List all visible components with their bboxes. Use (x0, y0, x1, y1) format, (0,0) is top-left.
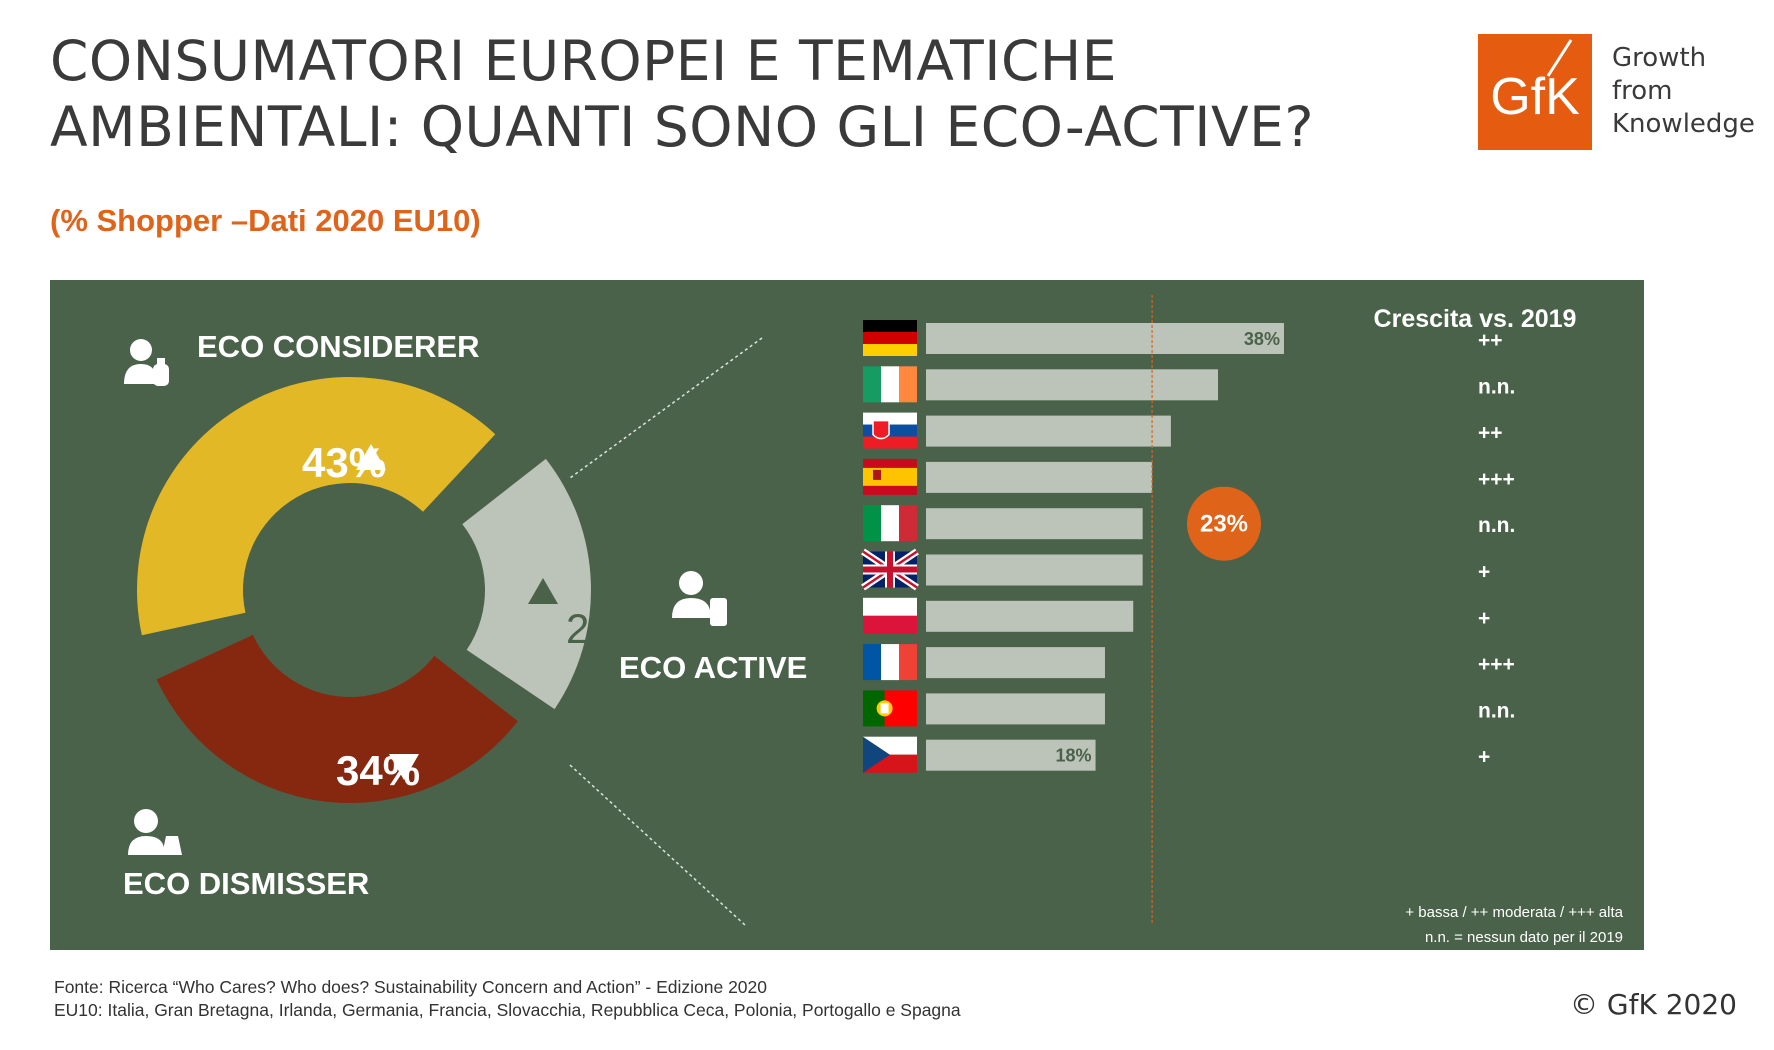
flag-repubblica-ceca (863, 736, 917, 773)
flag-polonia (863, 597, 917, 634)
bar-italia (926, 508, 1143, 540)
flag-irlanda (863, 366, 917, 403)
active-trend-up-icon (528, 578, 558, 604)
chart-svg: 43% 34% 24% ECO CONSIDERER ECO DISMISSER… (123, 295, 1624, 946)
considerer-label: ECO CONSIDERER (197, 329, 479, 364)
logo-text: GfK (1490, 68, 1580, 126)
considerer-trend-up-icon (356, 444, 386, 470)
flag-slovacchia (863, 412, 917, 449)
bar-francia (926, 647, 1105, 679)
bar-label-germania: 38% (1244, 329, 1280, 349)
tagline-line-1: Growth (1612, 43, 1707, 73)
title-line-2: AMBIENTALI: QUANTI SONO GLI ECO-ACTIVE? (50, 95, 1315, 159)
growth-irlanda: n.n. (1478, 375, 1515, 398)
growth-spagna: +++ (1478, 468, 1515, 491)
bar-spagna (926, 461, 1153, 493)
page-subtitle: (% Shopper –Dati 2020 EU10) (50, 203, 481, 238)
growth-column: ++n.n.+++++n.n.+++++n.n.+ (1478, 329, 1515, 769)
growth-italia: n.n. (1478, 514, 1515, 537)
active-label: ECO ACTIVE (619, 650, 807, 685)
connector-bottom (569, 764, 746, 926)
flag-portogallo (863, 690, 917, 727)
donut-chart (137, 377, 591, 804)
growth-polonia: + (1478, 607, 1490, 630)
donut-segment-eco-active (462, 458, 591, 710)
growth-legend-line-1: + bassa / ++ moderata / +++ alta (1405, 904, 1623, 921)
flag-italia (863, 505, 917, 542)
bar-polonia (926, 600, 1134, 632)
page-title: CONSUMATORI EUROPEI E TEMATICHE AMBIENTA… (50, 28, 1430, 160)
country-bar-chart: 38% 18% (861, 320, 1284, 773)
source-note: Fonte: Ricerca “Who Cares? Who does? Sus… (54, 976, 961, 1022)
person-bottle-icon (124, 339, 169, 386)
italy-highlight-circle (1187, 486, 1261, 561)
flag-spagna (863, 458, 917, 495)
flag-gran-bretagna (861, 548, 919, 591)
bar-irlanda (926, 369, 1219, 401)
source-line-1: Fonte: Ricerca “Who Cares? Who does? Sus… (54, 977, 768, 997)
copyright: © GfK 2020 (1570, 988, 1737, 1021)
italy-highlight-label: 23% (1200, 511, 1248, 538)
connector-top (569, 337, 763, 479)
growth-francia: +++ (1478, 653, 1515, 676)
bar-portogallo (926, 693, 1105, 725)
flag-germania (863, 320, 917, 356)
growth-header: Crescita vs. 2019 (1374, 305, 1577, 333)
tagline-line-2: from (1612, 76, 1673, 106)
growth-gran-bretagna: + (1478, 561, 1490, 584)
donut-segment-eco-considerer (137, 377, 496, 636)
donut-segment-eco-dismisser (156, 634, 518, 804)
bar-gran-bretagna (926, 554, 1143, 586)
growth-germania: ++ (1478, 329, 1503, 352)
growth-legend-line-2: n.n. = nessun dato per il 2019 (1425, 929, 1623, 946)
bar-germania (926, 323, 1284, 354)
chart-panel: 43% 34% 24% ECO CONSIDERER ECO DISMISSER… (50, 280, 1644, 950)
bar-repubblica-ceca (926, 739, 1096, 771)
person-phone-icon (672, 571, 727, 626)
gfk-logo: GfK (1478, 34, 1592, 150)
tagline-line-3: Knowledge (1612, 109, 1755, 139)
person-bag-icon (128, 809, 182, 855)
dismisser-label: ECO DISMISSER (123, 866, 369, 901)
dismisser-trend-down-icon (389, 754, 419, 780)
title-line-1: CONSUMATORI EUROPEI E TEMATICHE (50, 29, 1117, 93)
logo-tagline: Growth from Knowledge (1612, 42, 1755, 141)
source-line-2: EU10: Italia, Gran Bretagna, Irlanda, Ge… (54, 1000, 961, 1020)
growth-repubblica-ceca: + (1478, 746, 1490, 769)
flag-francia (863, 644, 917, 681)
bar-label-repubblica-ceca: 18% (1056, 746, 1092, 766)
growth-slovacchia: ++ (1478, 422, 1503, 445)
active-value: 24% (566, 605, 650, 652)
bar-slovacchia (926, 415, 1171, 447)
growth-portogallo: n.n. (1478, 699, 1515, 722)
